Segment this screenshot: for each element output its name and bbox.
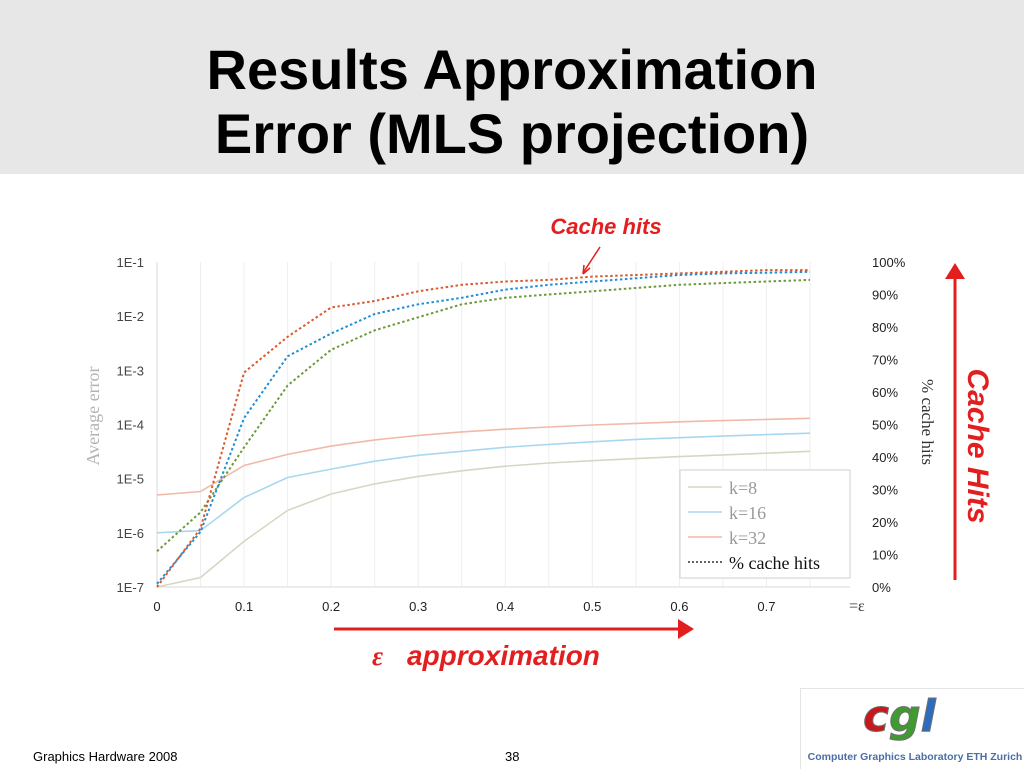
y-tick-label: 1E-3: [117, 363, 144, 378]
cgl-logo-mark: cgl: [863, 691, 938, 743]
legend-label: k=32: [729, 528, 766, 548]
y2-tick-label: 0%: [872, 580, 891, 595]
logo-letter-g: g: [889, 691, 921, 742]
y2-tick-label: 90%: [872, 288, 898, 303]
logo-caption: Computer Graphics Laboratory ETH Zurich: [807, 751, 1023, 763]
series-line-k-32: [156, 417, 811, 496]
cache-hits-vertical-arrow: [945, 263, 965, 580]
legend-label: % cache hits: [729, 553, 820, 573]
y2-tick-label: 80%: [872, 320, 898, 335]
cache-hits-callout: Cache hits: [550, 214, 661, 239]
cgl-logo: cgl Computer Graphics Laboratory ETH Zur…: [800, 688, 1024, 769]
callout-arrow: [582, 246, 601, 275]
cache-hits-line-k-32: [156, 269, 810, 588]
x-tick-label: 0.3: [409, 599, 427, 614]
y-tick-label: 1E-5: [117, 472, 144, 487]
series-layer: [156, 269, 811, 588]
epsilon-symbol: ε: [372, 641, 383, 671]
epsilon-axis-caption: approximation: [407, 640, 600, 671]
slide-title-line-2: Error (MLS projection): [214, 102, 810, 165]
series-line-k-8: [156, 450, 811, 588]
annotations: Cache hits Cache Hits ε approximation: [334, 214, 994, 671]
logo-letter-c: c: [863, 691, 889, 742]
logo-letter-l: l: [921, 691, 937, 742]
page-number: 38: [505, 749, 520, 764]
slide-title: Results Approximation Error (MLS project…: [0, 38, 1024, 166]
y2-tick-label: 50%: [872, 418, 898, 433]
y-tick-label: 1E-6: [117, 526, 144, 541]
epsilon-horizontal-arrow: [334, 619, 694, 639]
x-tick-label: 0.7: [757, 599, 775, 614]
y2-axis-label: % cache hits: [918, 379, 937, 465]
cache-hits-line-k-16: [156, 270, 811, 585]
svg-text:cgl: cgl: [863, 691, 937, 742]
cache-hits-side-label: Cache Hits: [961, 368, 994, 523]
x-tick-label: 0.2: [322, 599, 340, 614]
y-tick-label: 1E-2: [117, 309, 144, 324]
x-tick-label: 0.1: [235, 599, 253, 614]
x-axis-end-label: =ε: [849, 598, 865, 615]
y-tick-label: 1E-1: [117, 255, 144, 270]
y2-tick-label: 40%: [872, 450, 898, 465]
x-tick-label: 0.5: [583, 599, 601, 614]
chart-legend: k=8 k=16 k=32 % cache hits: [679, 469, 851, 579]
y2-tick-label: 10%: [872, 548, 898, 563]
axes: Average error % cache hits =ε 1E-7 1E-6 1E…: [83, 255, 937, 615]
y2-tick-label: 60%: [872, 385, 898, 400]
y2-tick-label: 70%: [872, 353, 898, 368]
y-tick-label: 1E-7: [117, 580, 144, 595]
footer-conference: Graphics Hardware 2008: [33, 749, 178, 764]
series-line-k-16: [156, 432, 811, 534]
title-band: [0, 0, 1024, 174]
y-tick-label: 1E-4: [117, 418, 144, 433]
slide-title-line-1: Results Approximation: [206, 38, 818, 101]
y-axis-label: Average error: [83, 366, 103, 465]
y2-tick-label: 100%: [872, 255, 906, 270]
x-tick-label: 0: [153, 599, 160, 614]
legend-label: k=16: [729, 503, 766, 523]
x-tick-label: 0.6: [670, 599, 688, 614]
y2-tick-label: 20%: [872, 515, 898, 530]
y2-tick-label: 30%: [872, 483, 898, 498]
x-tick-label: 0.4: [496, 599, 514, 614]
legend-label: k=8: [729, 478, 757, 498]
